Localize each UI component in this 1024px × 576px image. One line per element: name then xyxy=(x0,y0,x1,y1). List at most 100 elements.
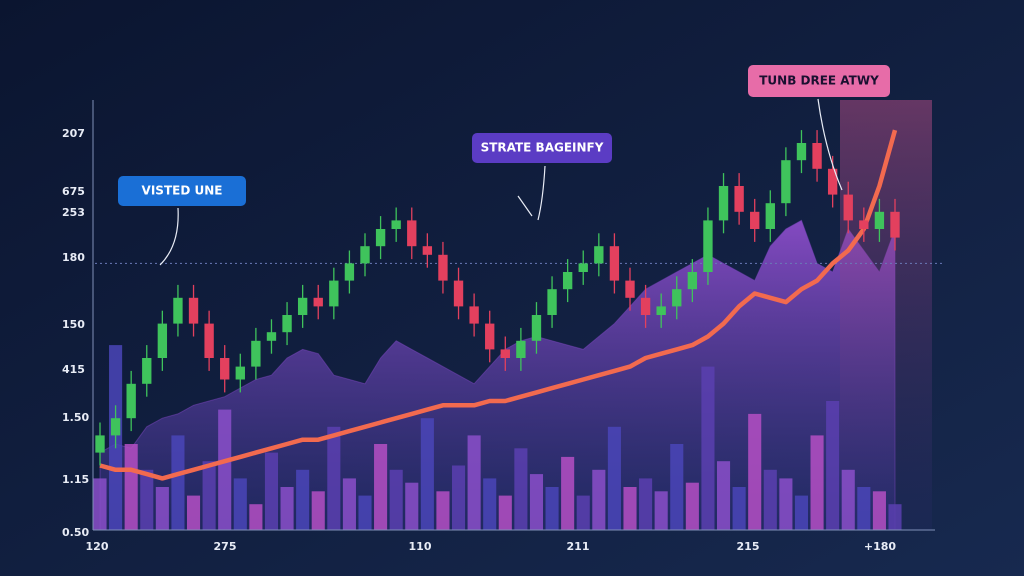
annotation: STRATE BAGEINFY xyxy=(481,141,604,155)
candle-body xyxy=(391,220,401,229)
y-axis-label: 415 xyxy=(62,363,85,376)
candle-body xyxy=(344,263,355,281)
volume-bar xyxy=(249,504,263,530)
y-axis-label: 0.50 xyxy=(62,526,89,539)
volume-bar xyxy=(888,504,902,530)
candle-body xyxy=(812,143,822,169)
volume-bar xyxy=(763,469,777,530)
volume-bar xyxy=(685,482,699,530)
candle-body xyxy=(375,229,386,247)
candle-body xyxy=(329,280,339,307)
candle-body xyxy=(266,332,277,341)
volume-bar xyxy=(436,491,450,530)
candle-body xyxy=(95,435,105,453)
volume-bar xyxy=(872,491,886,530)
volume-bar xyxy=(202,461,216,530)
volume-bar xyxy=(701,366,715,530)
candle-body xyxy=(188,297,199,324)
volume-bar xyxy=(342,478,356,530)
volume-bar xyxy=(389,469,403,530)
candle-body xyxy=(360,246,370,264)
candle-body xyxy=(547,289,557,315)
candle-body xyxy=(640,297,651,315)
volume-bar xyxy=(576,495,590,530)
candle-body xyxy=(407,220,417,247)
volume-bar xyxy=(498,495,512,530)
volume-bar xyxy=(623,487,637,530)
candle-body xyxy=(438,254,448,281)
candle-body xyxy=(516,340,526,358)
candle-body xyxy=(485,323,495,350)
volume-bar xyxy=(264,452,279,530)
candle-body xyxy=(765,203,775,229)
candle-body xyxy=(500,349,510,358)
candle-body xyxy=(734,186,744,212)
candle-body xyxy=(251,340,261,367)
volume-bar xyxy=(358,495,372,530)
annotation-arrow xyxy=(817,98,843,191)
candle-body xyxy=(422,246,433,255)
candle-body xyxy=(718,186,729,221)
volume-bar xyxy=(124,444,138,530)
volume-bar xyxy=(670,444,684,530)
candle-body xyxy=(625,280,635,298)
volume-bar xyxy=(420,418,434,530)
volume-bar xyxy=(545,487,559,530)
volume-bar xyxy=(732,487,746,530)
volume-bar xyxy=(529,474,544,530)
y-axis-label: 180 xyxy=(62,251,85,264)
candle-body xyxy=(827,168,838,195)
volume-bar xyxy=(779,478,793,530)
candle-body xyxy=(531,315,542,341)
x-axis-label: 275 xyxy=(214,540,237,553)
volume-bar xyxy=(514,448,528,530)
candle-body xyxy=(609,246,620,281)
volume-bar xyxy=(561,456,575,530)
x-axis-label: +180 xyxy=(864,540,897,553)
candle-body xyxy=(890,211,900,238)
volume-bar xyxy=(296,469,310,530)
volume-bar xyxy=(467,435,481,530)
volume-bar xyxy=(794,495,809,530)
candle-body xyxy=(142,358,152,384)
candle-body xyxy=(656,306,666,315)
candle-body xyxy=(562,272,573,290)
volume-bar xyxy=(233,478,247,530)
volume-bar xyxy=(327,426,341,530)
y-axis-label: 150 xyxy=(62,318,85,331)
x-axis-label: 211 xyxy=(567,540,590,553)
x-axis-label: 110 xyxy=(409,540,432,553)
y-axis-label: 675 xyxy=(62,185,85,198)
volume-bar xyxy=(639,478,653,530)
candle-body xyxy=(578,263,588,272)
glow xyxy=(840,100,932,530)
trend-line xyxy=(99,129,898,481)
volume-bar xyxy=(374,444,388,530)
candle-body xyxy=(469,306,479,324)
candle-body xyxy=(796,143,807,161)
candle-body xyxy=(282,315,292,333)
volume-bar xyxy=(218,409,232,530)
candle-body xyxy=(859,220,869,229)
volume-bar xyxy=(592,469,606,530)
candle-body xyxy=(297,297,308,315)
candle-body xyxy=(453,280,464,307)
candle-body xyxy=(781,160,791,204)
y-axis-label: 253 xyxy=(62,206,85,219)
volume-bar xyxy=(155,487,169,530)
annotation-box xyxy=(472,133,612,163)
volume-bar xyxy=(748,413,762,530)
candle-body xyxy=(126,383,136,419)
volume-bar xyxy=(280,487,294,530)
volume-bar xyxy=(483,478,497,530)
volume-bar xyxy=(841,469,855,530)
y-axis-label: 207 xyxy=(62,127,85,140)
candle-body xyxy=(672,289,682,307)
annotation-box xyxy=(748,65,890,97)
y-axis-label: 1.50 xyxy=(62,411,89,424)
volume-bar xyxy=(826,401,840,530)
volume-bar xyxy=(716,461,731,530)
candle-body xyxy=(110,418,121,436)
x-axis-label: 120 xyxy=(86,540,109,553)
